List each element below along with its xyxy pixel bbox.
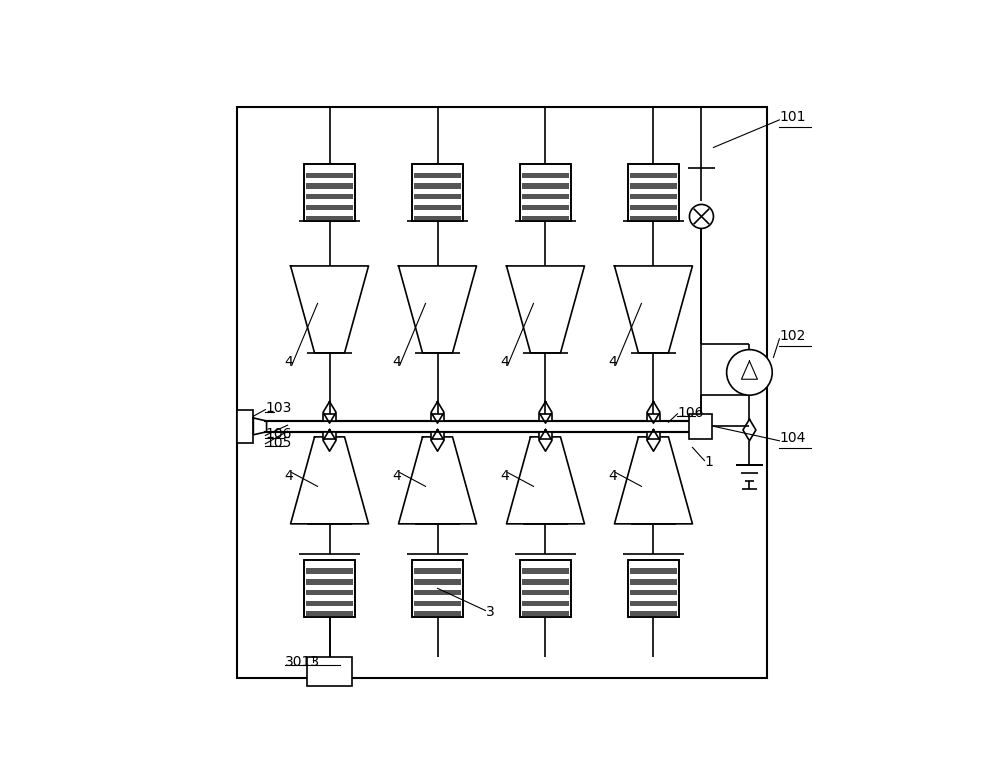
Bar (522, 172, 569, 178)
Text: 106: 106 (265, 427, 292, 441)
Bar (628, 164, 679, 221)
Bar (304, 164, 355, 221)
Bar (630, 172, 677, 178)
Text: 3: 3 (486, 605, 494, 619)
Text: 106: 106 (677, 406, 704, 420)
Bar (237, 410, 253, 443)
Bar (306, 569, 353, 574)
Bar (414, 612, 461, 617)
Bar (414, 590, 461, 595)
Bar (520, 164, 571, 221)
Bar (431, 432, 444, 439)
Bar (630, 205, 677, 210)
Bar (630, 590, 677, 595)
Bar (647, 432, 660, 439)
Bar (306, 590, 353, 595)
Bar (306, 579, 353, 584)
Bar (412, 164, 463, 221)
Bar (689, 414, 712, 439)
Bar (522, 569, 569, 574)
Text: 3013: 3013 (285, 654, 320, 668)
Bar (414, 183, 461, 189)
Bar (522, 590, 569, 595)
Bar (412, 164, 463, 221)
Bar (414, 216, 461, 221)
Bar (414, 194, 461, 199)
Bar (306, 601, 353, 606)
Text: 4: 4 (608, 469, 617, 483)
Text: 105: 105 (265, 435, 292, 449)
Bar (307, 657, 352, 686)
Text: 4: 4 (608, 354, 617, 368)
Bar (412, 560, 463, 617)
Text: 101: 101 (779, 111, 806, 125)
Bar (304, 560, 355, 617)
Bar (323, 432, 336, 439)
Bar (306, 194, 353, 199)
Bar (522, 205, 569, 210)
Bar (414, 601, 461, 606)
Bar (237, 108, 767, 679)
Text: 104: 104 (779, 432, 806, 446)
Bar (630, 183, 677, 189)
Bar (539, 432, 552, 439)
Text: 4: 4 (501, 354, 509, 368)
Bar (306, 612, 353, 617)
Bar (628, 560, 679, 617)
Text: 102: 102 (779, 330, 806, 344)
Bar (630, 216, 677, 221)
Bar (304, 560, 355, 617)
Bar (522, 612, 569, 617)
Text: 4: 4 (285, 354, 293, 368)
Bar (323, 414, 336, 421)
Bar (414, 579, 461, 584)
Bar (306, 172, 353, 178)
Bar (520, 560, 571, 617)
Bar (522, 601, 569, 606)
Bar (539, 414, 552, 421)
Circle shape (689, 204, 713, 228)
Bar (414, 569, 461, 574)
Bar (522, 194, 569, 199)
Text: 4: 4 (393, 469, 401, 483)
Bar (522, 183, 569, 189)
Bar (522, 216, 569, 221)
Bar (412, 560, 463, 617)
Bar (306, 216, 353, 221)
Bar (520, 164, 571, 221)
Bar (414, 205, 461, 210)
Bar (431, 414, 444, 421)
Bar (306, 205, 353, 210)
Bar (306, 183, 353, 189)
Circle shape (727, 350, 772, 395)
Text: 4: 4 (393, 354, 401, 368)
Bar (647, 414, 660, 421)
Bar (630, 194, 677, 199)
Text: 103: 103 (265, 401, 292, 415)
Bar (630, 601, 677, 606)
Bar (628, 560, 679, 617)
Text: 4: 4 (285, 469, 293, 483)
Bar (630, 569, 677, 574)
Text: 4: 4 (501, 469, 509, 483)
Text: 1: 1 (704, 456, 713, 470)
Bar (628, 164, 679, 221)
Bar (520, 560, 571, 617)
Bar (304, 164, 355, 221)
Bar (630, 612, 677, 617)
Bar (522, 579, 569, 584)
Bar (414, 172, 461, 178)
Bar (630, 579, 677, 584)
